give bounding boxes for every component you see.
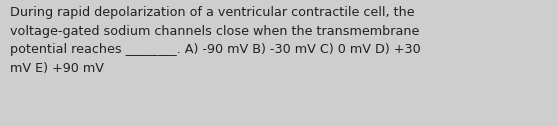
Text: During rapid depolarization of a ventricular contractile cell, the
voltage-gated: During rapid depolarization of a ventric… — [10, 6, 421, 75]
